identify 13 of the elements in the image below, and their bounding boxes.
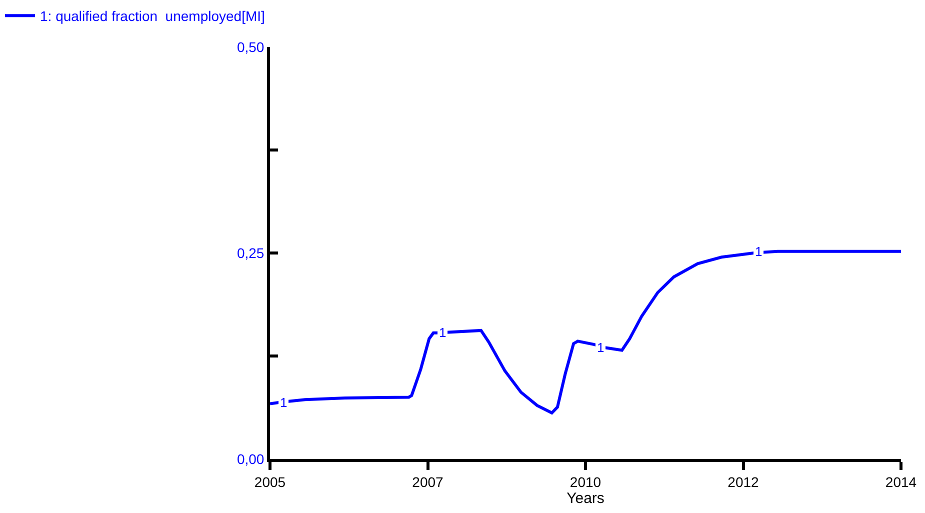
x-tick-label: 2005 (254, 474, 286, 490)
x-axis-title: Years (566, 490, 604, 507)
y-tick-label: 0,25 (236, 244, 264, 261)
y-tick-label: 0,00 (236, 450, 264, 467)
x-tick-label: 2014 (885, 474, 917, 490)
x-tick-label: 2007 (412, 474, 444, 490)
legend-label: 1: qualified fraction unemployed[MI] (40, 8, 265, 24)
x-tick-label: 2012 (728, 474, 760, 490)
annotation: 1 (755, 244, 762, 259)
annotation: 1 (597, 340, 604, 355)
x-tick-label: 2010 (570, 474, 602, 490)
y-tick-label: 0,50 (236, 38, 264, 55)
annotation: 1 (439, 325, 446, 340)
